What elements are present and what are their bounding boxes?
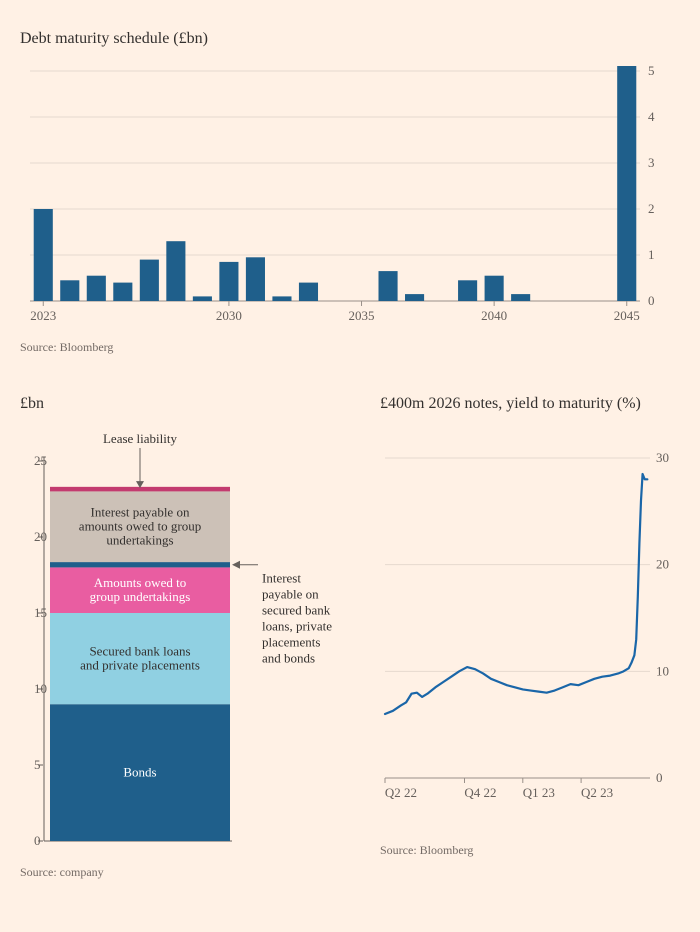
svg-text:payable on: payable on bbox=[262, 587, 319, 602]
debt-maturity-chart: 0 1 2 3 4 5 2023 2030 2035 2040 2045 bbox=[20, 66, 680, 326]
svg-text:5: 5 bbox=[648, 66, 655, 78]
svg-text:4: 4 bbox=[648, 109, 655, 124]
br-title: £400m 2026 notes, yield to maturity (%) bbox=[380, 395, 680, 413]
svg-text:Q4 22: Q4 22 bbox=[464, 785, 496, 800]
stacked-debt-panel: £bn 0510152025BondsSecured bank loansand… bbox=[20, 395, 350, 880]
svg-text:2: 2 bbox=[648, 201, 655, 216]
svg-text:and private placements: and private placements bbox=[80, 658, 200, 673]
top-title: Debt maturity schedule (£bn) bbox=[20, 30, 680, 48]
bl-source: Source: company bbox=[20, 865, 350, 880]
svg-text:15: 15 bbox=[34, 605, 47, 620]
svg-text:group undertakings: group undertakings bbox=[90, 589, 191, 604]
svg-text:Secured bank loans: Secured bank loans bbox=[89, 644, 190, 659]
svg-text:0: 0 bbox=[656, 770, 663, 785]
svg-text:secured bank: secured bank bbox=[262, 603, 331, 618]
svg-text:3: 3 bbox=[648, 155, 655, 170]
yield-panel: £400m 2026 notes, yield to maturity (%) … bbox=[380, 395, 680, 880]
svg-text:Bonds: Bonds bbox=[123, 765, 156, 780]
svg-text:10: 10 bbox=[656, 663, 669, 678]
svg-text:0: 0 bbox=[34, 833, 41, 848]
br-source: Source: Bloomberg bbox=[380, 843, 680, 858]
svg-text:Q2 23: Q2 23 bbox=[581, 785, 613, 800]
svg-text:Amounts owed to: Amounts owed to bbox=[94, 575, 186, 590]
svg-text:Interest: Interest bbox=[262, 571, 301, 586]
yield-chart: 0 10 20 30 Q2 22 Q4 22 Q1 23 Q2 23 bbox=[380, 453, 680, 803]
svg-text:1: 1 bbox=[648, 247, 655, 262]
svg-text:placements: placements bbox=[262, 635, 320, 650]
svg-text:loans, private: loans, private bbox=[262, 619, 332, 634]
svg-text:undertakings: undertakings bbox=[106, 533, 173, 548]
svg-text:Lease liability: Lease liability bbox=[103, 431, 178, 446]
svg-text:2045: 2045 bbox=[614, 308, 640, 323]
svg-text:Interest payable on: Interest payable on bbox=[91, 505, 190, 520]
svg-text:10: 10 bbox=[34, 681, 47, 696]
svg-text:20: 20 bbox=[656, 557, 669, 572]
svg-text:5: 5 bbox=[34, 757, 41, 772]
svg-text:Q1 23: Q1 23 bbox=[523, 785, 555, 800]
svg-text:2035: 2035 bbox=[349, 308, 375, 323]
bottom-row: £bn 0510152025BondsSecured bank loansand… bbox=[20, 395, 680, 880]
svg-text:20: 20 bbox=[34, 529, 47, 544]
top-source: Source: Bloomberg bbox=[20, 340, 680, 355]
bl-title: £bn bbox=[20, 395, 350, 413]
svg-text:amounts owed to group: amounts owed to group bbox=[79, 519, 201, 534]
debt-maturity-panel: Debt maturity schedule (£bn) 0 1 2 3 4 5 2023 2… bbox=[20, 30, 680, 355]
stacked-debt-chart: 0 5 10 15 20 25 Bonds Secured bank loansand pri… bbox=[20, 431, 350, 851]
svg-text:and bonds: and bonds bbox=[262, 651, 315, 666]
svg-text:2023: 2023 bbox=[30, 308, 56, 323]
svg-text:25: 25 bbox=[34, 453, 47, 468]
svg-text:Q2 22: Q2 22 bbox=[385, 785, 417, 800]
svg-text:2040: 2040 bbox=[481, 308, 507, 323]
svg-text:2030: 2030 bbox=[216, 308, 242, 323]
svg-text:0: 0 bbox=[648, 293, 655, 308]
svg-text:30: 30 bbox=[656, 453, 669, 465]
